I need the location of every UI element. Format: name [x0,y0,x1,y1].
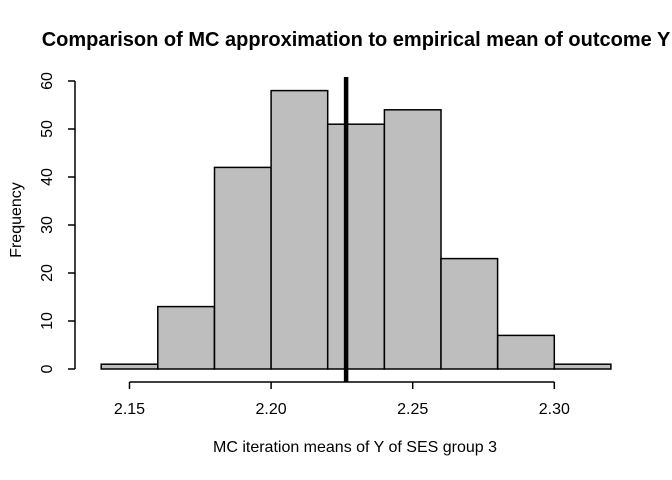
histogram-bar [496,334,556,370]
x-tick-label: 2.15 [114,401,145,418]
histogram-bar [213,166,272,370]
x-axis: 2.15 2.20 2.25 2.30 [114,381,570,418]
histogram-bar [270,89,329,370]
y-tick-label: 30 [39,216,56,234]
y-tick-label: 40 [39,168,56,186]
y-tick-label: 50 [39,120,56,138]
histogram-bar [157,305,216,370]
chart-title: Comparison of MC approximation to empiri… [42,29,671,51]
y-tick-label: 60 [39,72,56,90]
y-axis: 0 10 20 30 40 50 60 [39,72,76,373]
histogram-bar [553,363,612,370]
histogram-bar [100,363,159,370]
histogram-bar [326,123,386,370]
x-tick-label: 2.20 [256,401,287,418]
y-tick-label: 0 [39,364,56,373]
x-tick-label: 2.25 [397,401,428,418]
y-tick-label: 20 [39,264,56,282]
y-tick-label: 10 [39,312,56,330]
histogram-bar [440,257,499,370]
x-tick-label: 2.30 [539,401,570,418]
y-axis-label: Frequency [8,182,25,258]
histogram-bars [100,89,612,370]
x-axis-label: MC iteration means of Y of SES group 3 [213,439,497,456]
histogram-bar [383,109,442,370]
